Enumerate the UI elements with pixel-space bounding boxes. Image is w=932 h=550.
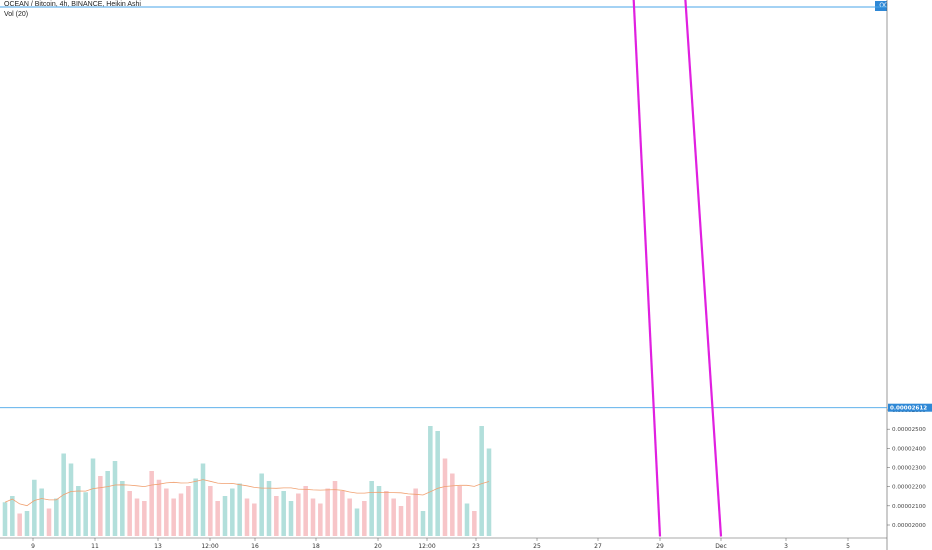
x-tick-label: 12:00 (201, 543, 218, 550)
x-tick-label: 11 (91, 543, 99, 550)
volume-bar (420, 511, 426, 536)
volume-bar (193, 478, 198, 536)
level-badge-label: 0.00002612 (890, 406, 927, 412)
level-badge (888, 403, 932, 412)
volume-bar (10, 496, 15, 536)
volume-bar (127, 491, 132, 536)
volume-bar (332, 481, 338, 536)
volume-bar (83, 492, 88, 536)
volume-bar (149, 471, 154, 536)
x-tick-label: 23 (472, 543, 480, 550)
volume-bar (406, 496, 411, 536)
volume-bar (435, 431, 440, 536)
volume-bar (457, 486, 462, 536)
volume-bar (200, 463, 206, 536)
volume-bar (259, 473, 264, 536)
volume-bar (288, 501, 294, 536)
y-tick-label: 0.00002300 (892, 466, 926, 472)
volume-bar (120, 481, 125, 536)
y-tick-label: 0.00002200 (892, 485, 926, 491)
volume-bar (134, 498, 140, 536)
chart-title: OCEAN / Bitcoin, 4h, BINANCE, Heikin Ash… (4, 1, 141, 8)
volume-bar (318, 503, 323, 536)
volume-bar (486, 448, 492, 536)
volume-bar (398, 506, 404, 536)
volume-bar (112, 461, 118, 536)
volume-bar (391, 498, 396, 536)
volume-bar (54, 498, 59, 536)
volume-bar (178, 493, 184, 536)
volume-bar (208, 486, 213, 536)
x-tick-label: 3 (784, 543, 788, 550)
volume-bar (222, 496, 228, 536)
volume-bar (384, 491, 389, 536)
y-tick-label: 0.00002500 (892, 427, 926, 433)
volume-bar (46, 508, 52, 536)
volume-bar (450, 473, 455, 536)
volume-bar (281, 491, 286, 536)
x-tick-label: 27 (594, 543, 602, 550)
y-tick-label: 0.00002400 (892, 446, 926, 452)
x-tick-label: 25 (533, 543, 541, 550)
x-tick-label: 18 (312, 543, 320, 550)
volume-bar (68, 463, 74, 536)
volume-bar (325, 488, 330, 536)
volume-bar (296, 493, 301, 536)
volume-bar (105, 471, 110, 536)
x-tick-label: Dec (715, 543, 727, 550)
y-tick-label: 0.00002100 (892, 504, 926, 510)
x-tick-label: 16 (251, 543, 259, 550)
volume-bar (244, 498, 250, 536)
volume-bar (76, 486, 81, 536)
y-tick-label: 0.00002000 (892, 523, 926, 529)
volume-bar (340, 491, 345, 536)
volume-bar (186, 486, 191, 536)
volume-bar (369, 481, 374, 536)
x-tick-label: 12:00 (418, 543, 435, 550)
channel-lower-line (632, 0, 662, 537)
volume-bar (90, 458, 96, 536)
volume-bar (413, 488, 418, 536)
volume-bar (237, 483, 242, 536)
volume-bar (32, 479, 37, 536)
x-tick-label: 29 (656, 543, 664, 550)
volume-bar (39, 488, 44, 536)
volume-ma-line (4, 479, 490, 507)
volume-bar (362, 501, 367, 536)
x-tick-label: 20 (374, 543, 382, 550)
volume-indicator-label: Vol (20) (4, 11, 29, 18)
volume-bar (479, 426, 484, 536)
volume-bar (472, 511, 477, 536)
volume-bar (303, 486, 308, 536)
x-tick-label: 9 (31, 543, 35, 550)
volume-bar (2, 502, 8, 536)
volume-bar (354, 508, 360, 536)
volume-bar (428, 426, 433, 536)
volume-bar (252, 503, 257, 536)
volume-bar (24, 511, 30, 536)
volume-bar (171, 498, 176, 536)
volume-bar (310, 498, 316, 536)
volume-bar (266, 481, 272, 536)
volume-bar (376, 486, 382, 536)
x-tick-label: 5 (846, 543, 850, 550)
volume-bar (464, 503, 470, 536)
volume-bar (347, 498, 352, 536)
volume-bar (156, 479, 162, 536)
volume-bar (215, 501, 220, 536)
volume-bar (230, 488, 235, 536)
volume-bar (142, 501, 147, 536)
price-axis-panel (887, 0, 932, 550)
volume-bar (17, 513, 22, 536)
x-tick-label: 13 (154, 543, 162, 550)
volume-bar (164, 488, 169, 536)
volume-bar (274, 496, 279, 536)
volume-bar (98, 476, 103, 536)
channel-upper-line (684, 0, 723, 537)
volume-bar (442, 458, 448, 536)
